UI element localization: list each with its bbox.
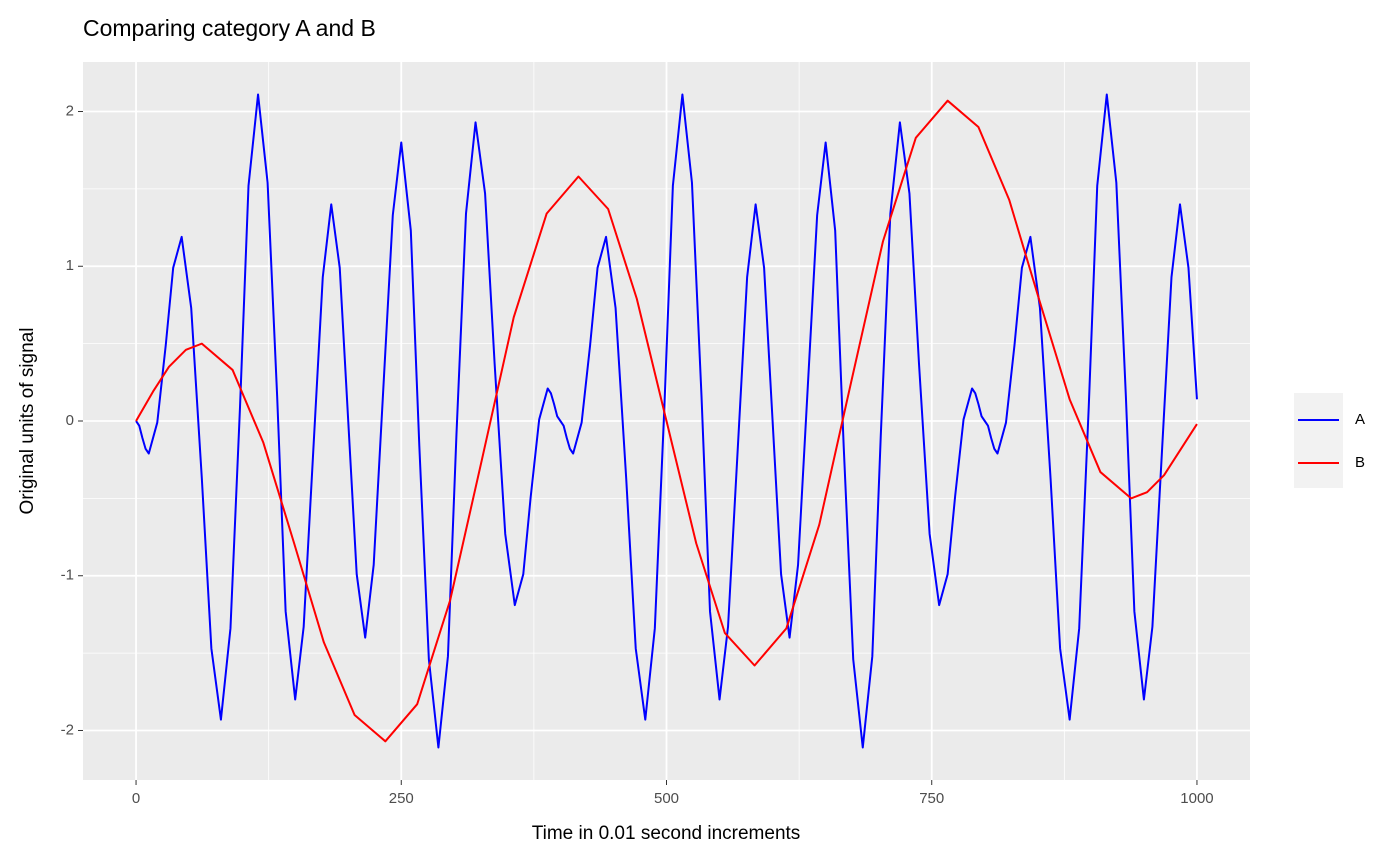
y-tick-label: -1 <box>61 567 74 584</box>
y-tick-label: 1 <box>66 257 74 274</box>
legend-box <box>1294 393 1343 488</box>
line-series <box>135 99 1198 743</box>
y-axis-label: Original units of signal <box>17 328 38 515</box>
y-tick-label: 2 <box>66 102 74 119</box>
legend-label: B <box>1355 454 1365 471</box>
x-tick-label: 1000 <box>1180 790 1213 807</box>
x-tick-label: 500 <box>654 790 679 807</box>
y-tick-label: -2 <box>61 721 74 738</box>
x-tick-label: 750 <box>919 790 944 807</box>
chart-title: Comparing category A and B <box>83 15 376 41</box>
y-tick-label: 0 <box>66 412 74 429</box>
legend-label: A <box>1355 411 1365 428</box>
x-tick-label: 0 <box>132 790 140 807</box>
x-axis-label: Time in 0.01 second increments <box>532 823 801 844</box>
x-tick-label: 250 <box>389 790 414 807</box>
line-series <box>135 93 1198 749</box>
